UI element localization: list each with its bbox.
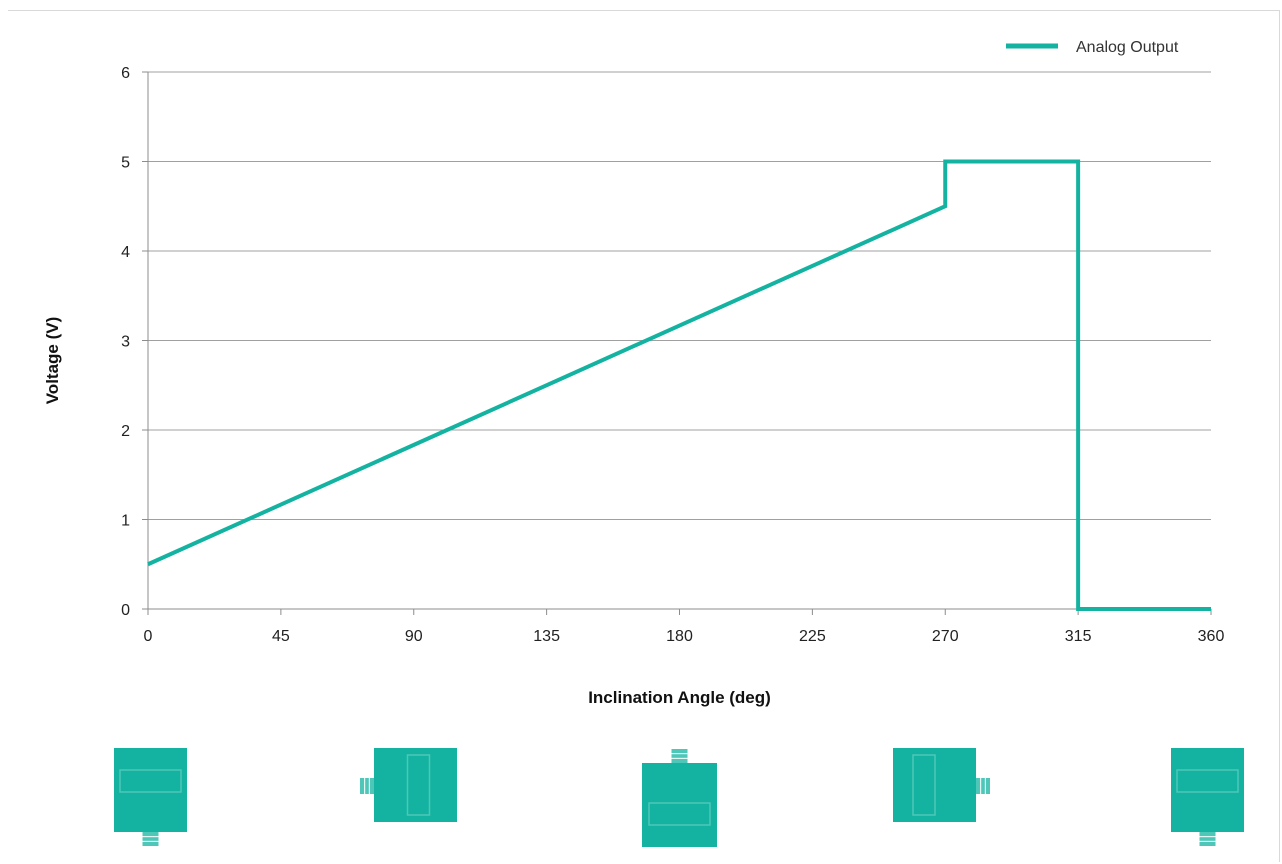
device-window bbox=[648, 802, 711, 826]
device-window bbox=[406, 754, 431, 816]
device-connector bbox=[1199, 832, 1216, 846]
series-line-analog-output bbox=[147, 159, 1211, 611]
y-tick-label: 3 bbox=[121, 334, 130, 351]
y-axis-title: Voltage (V) bbox=[43, 317, 62, 405]
device-window bbox=[912, 754, 936, 816]
x-tick-label: 270 bbox=[932, 628, 959, 645]
device-connector bbox=[671, 749, 688, 763]
device-icon-connector-down bbox=[1171, 748, 1244, 846]
y-tick-label: 5 bbox=[121, 155, 130, 172]
grid-layer bbox=[148, 71, 1211, 520]
series-layer bbox=[147, 159, 1211, 611]
y-tick-label: 0 bbox=[121, 602, 130, 619]
x-tick-label: 315 bbox=[1065, 628, 1092, 645]
x-tick-label: 360 bbox=[1198, 628, 1225, 645]
device-icon-connector-up bbox=[642, 749, 717, 847]
device-window bbox=[119, 769, 182, 793]
device-icon-connector-right bbox=[893, 748, 990, 822]
legend: Analog Output bbox=[1006, 39, 1179, 56]
device-body bbox=[1171, 748, 1244, 832]
x-tick-label: 135 bbox=[533, 628, 560, 645]
legend-label-analog-output: Analog Output bbox=[1076, 39, 1179, 56]
device-connector bbox=[360, 778, 374, 794]
device-body bbox=[374, 748, 457, 822]
x-tick-label: 180 bbox=[666, 628, 693, 645]
x-tick-label: 90 bbox=[405, 628, 423, 645]
device-icon-connector-down bbox=[114, 748, 187, 846]
x-tick-label: 45 bbox=[272, 628, 290, 645]
x-tick-label: 0 bbox=[144, 628, 153, 645]
y-tick-label: 2 bbox=[121, 423, 130, 440]
device-body bbox=[114, 748, 187, 832]
device-window bbox=[1176, 769, 1239, 793]
device-body bbox=[642, 763, 717, 847]
device-orientation-icons bbox=[114, 748, 1244, 847]
device-connector bbox=[142, 832, 159, 846]
y-tick-label: 1 bbox=[121, 513, 130, 530]
device-connector bbox=[976, 778, 990, 794]
x-axis-title: Inclination Angle (deg) bbox=[588, 688, 771, 707]
chart-frame bbox=[8, 10, 1280, 862]
x-tick-label: 225 bbox=[799, 628, 826, 645]
y-tick-label: 6 bbox=[121, 65, 130, 82]
device-icon-connector-left bbox=[360, 748, 457, 822]
y-tick-label: 4 bbox=[121, 244, 130, 261]
